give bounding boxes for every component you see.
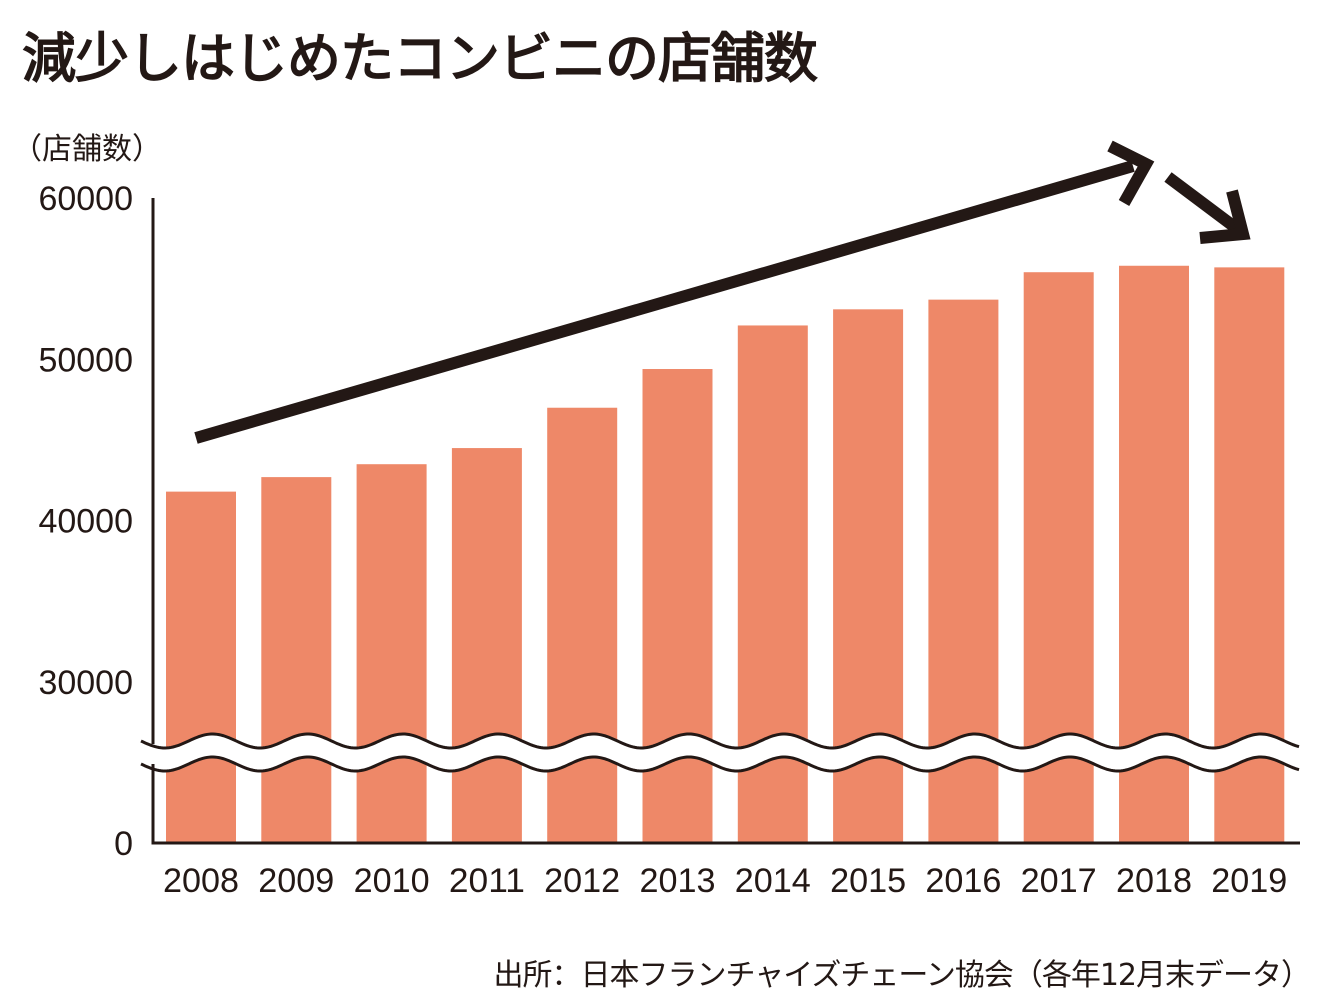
x-tick-label: 2017 [1021,862,1097,900]
trend-arrow-up-head [1107,140,1155,206]
y-tick-label: 60000 [38,180,133,218]
x-tick-label: 2016 [925,862,1001,900]
bar-2009 [261,477,332,843]
x-tick-label: 2014 [735,862,811,900]
chart-title: 減少しはじめたコンビニの店舗数 [22,27,818,90]
x-ticks-group: 2008 2009 2010 2011 2012 2013 2014 2015 2016 2017… [163,862,1287,900]
axes-group [151,198,1300,845]
y-ticks-group: 60000 50000 40000 30000 0 [38,180,133,863]
y-tick-label: 40000 [38,503,133,541]
bar-2010 [356,464,427,843]
axis-break-line-lower [140,755,1300,773]
x-tick-label: 2010 [354,862,430,900]
x-tick-label: 2008 [163,862,239,900]
y-tick-label: 30000 [38,664,133,702]
axis-break-line-upper [140,732,1300,750]
trend-arrows [194,140,1251,444]
x-tick-label: 2018 [1116,862,1192,900]
x-tick-label: 2009 [258,862,334,900]
y-axis-label: （店舗数） [12,132,162,167]
bar-2008 [166,491,236,843]
bar-2011 [451,448,522,843]
bar-2012 [547,407,618,843]
y-tick-label: 50000 [38,341,133,379]
x-tick-label: 2015 [830,862,906,900]
trend-arrow-up-shaft [194,160,1135,444]
trend-arrow-down-shaft [1164,172,1244,236]
bar-2013 [642,369,713,843]
x-tick-label: 2012 [544,862,620,900]
x-tick-label: 2011 [449,862,525,900]
x-tick-label: 2013 [640,862,716,900]
x-tick-label: 2019 [1211,862,1287,900]
y-tick-label: 0 [114,825,133,863]
axis-break [140,732,1300,773]
trend-arrow-down-head [1199,189,1251,244]
source-note: 出所：日本フランチャイズチェーン協会（各年12月末データ） [493,958,1311,993]
